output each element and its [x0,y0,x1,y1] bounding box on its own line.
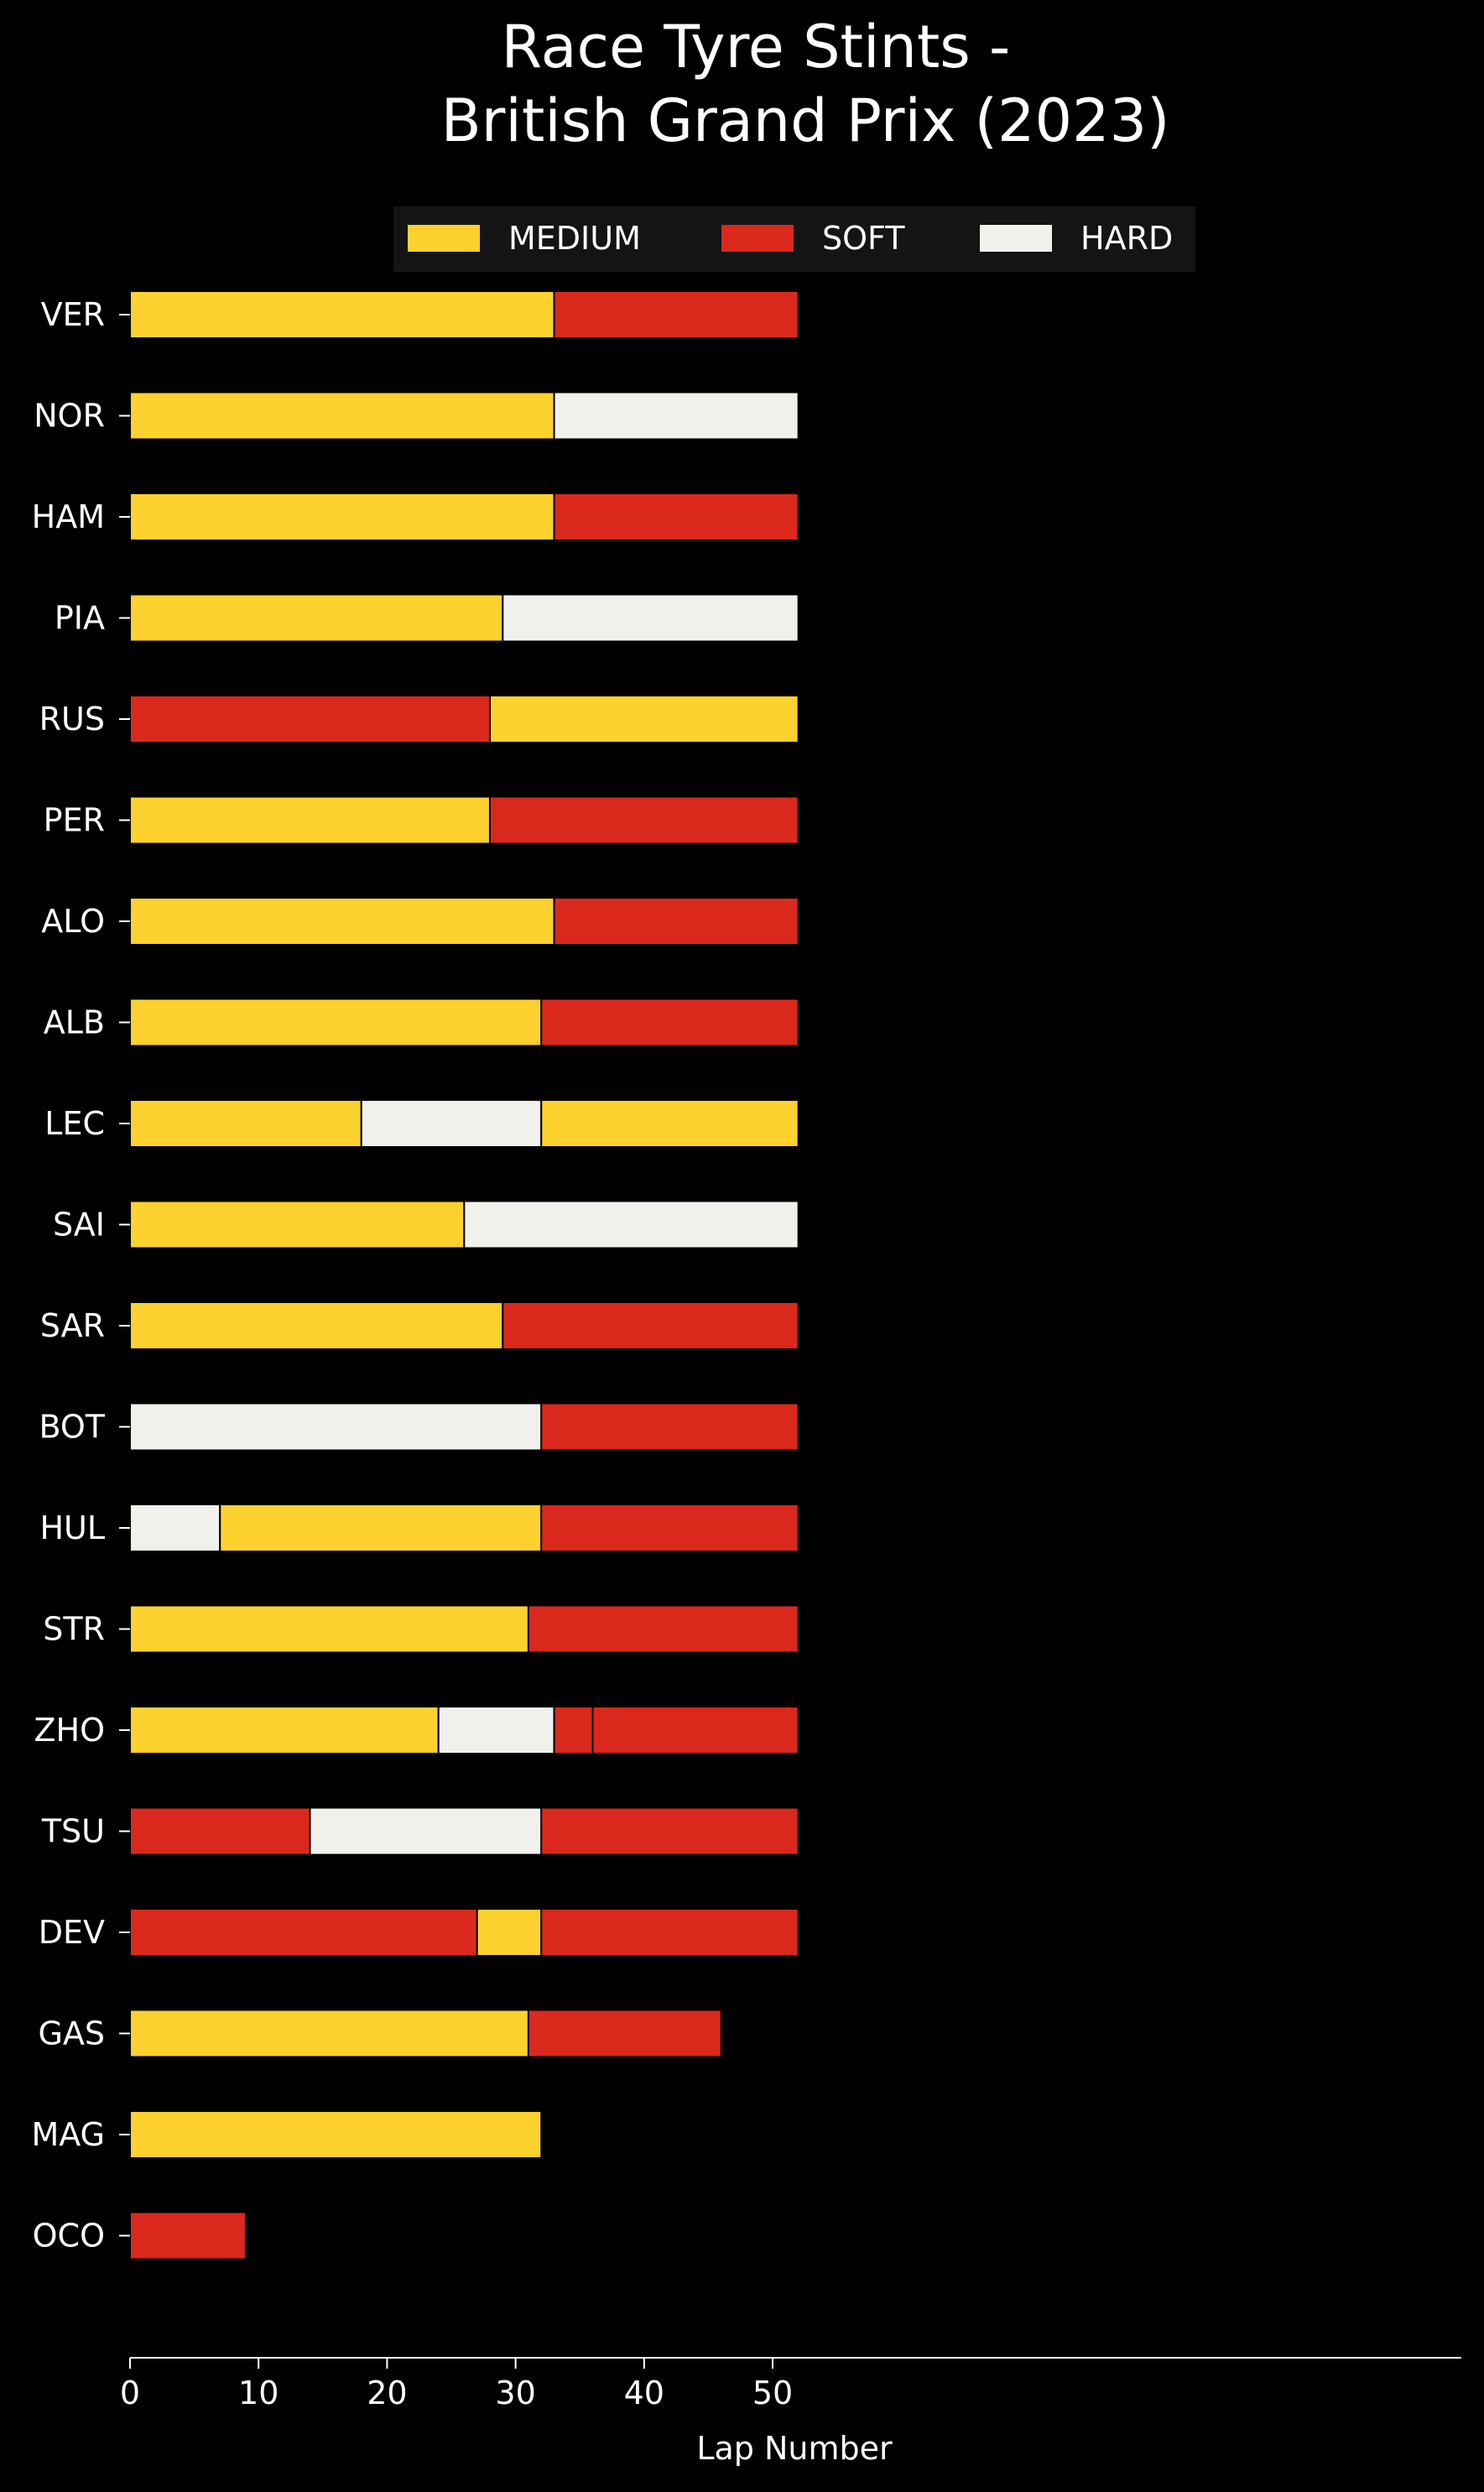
y-tick-label-ham: HAM [32,498,105,535]
y-axis: VER NOR HAM PIA RUS PER ALO ALB LEC SAI SAR BOT HUL S… [31,296,130,2255]
stint-bar-hul-1 [129,1504,221,1552]
x-tick-label-0: 0 [120,2375,140,2411]
x-tick-label-20: 20 [367,2375,407,2411]
x-tick-label-30: 30 [495,2375,535,2411]
stint-bar-per-1 [129,795,491,845]
x-axis-label: Lap Number [696,2430,893,2467]
stint-bar-alo-1 [129,897,555,946]
y-tick-label-tsu: TSU [41,1813,105,1850]
stint-bar-zho-1 [129,1706,440,1754]
y-tick-label-sar: SAR [40,1307,105,1344]
stint-bar-gas-2 [527,2009,722,2058]
stint-bar-ham-1 [129,493,555,541]
stint-bar-bot-2 [540,1402,799,1452]
stint-bar-alb-1 [129,998,543,1047]
stint-bar-ver-1 [129,290,555,339]
stint-bar-dev-3 [540,1908,799,1957]
legend-label-medium: MEDIUM [508,220,641,257]
stint-bar-pia-2 [502,593,799,643]
stint-bar-nor-1 [129,391,555,441]
y-tick-label-nor: NOR [34,398,105,435]
stint-bar-zho-4 [591,1706,799,1754]
legend-box [393,206,1195,272]
stint-bar-gas-1 [129,2009,529,2058]
y-tick-label-dev: DEV [39,1914,105,1951]
stint-bar-zho-3 [553,1706,594,1754]
y-tick-label-pia: PIA [55,600,105,637]
stint-bar-alb-2 [540,998,799,1047]
stint-bar-hul-2 [219,1504,543,1552]
x-tick-label-50: 50 [752,2375,793,2411]
stint-bar-ham-2 [553,493,799,541]
x-axis: 0 10 20 30 40 50 [120,2357,1461,2411]
y-tick-label-gas: GAS [38,2015,105,2052]
stint-bar-oco-1 [129,2211,247,2260]
y-tick-label-hul: HUL [39,1509,105,1546]
stint-bar-mag-1 [129,2110,543,2159]
stint-bar-tsu-3 [540,1806,799,1856]
stint-bar-sar-2 [502,1301,799,1350]
stint-bar-sar-1 [129,1301,504,1350]
legend-label-hard: HARD [1080,220,1173,257]
stint-bar-lec-2 [360,1099,543,1148]
y-tick-label-str: STR [43,1611,105,1648]
stint-bar-dev-1 [129,1908,478,1957]
bars-group [129,290,799,2260]
y-tick-label-ver: VER [41,296,105,333]
x-tick-label-10: 10 [238,2375,279,2411]
stint-bar-hul-3 [540,1504,799,1552]
stint-bar-tsu-1 [129,1806,311,1856]
stint-bar-sai-2 [463,1200,799,1249]
stint-bar-per-2 [488,795,799,845]
chart-title-line-2: British Grand Prix (2023) [441,86,1170,155]
y-tick-label-mag: MAG [31,2116,105,2153]
stint-bar-bot-1 [129,1402,543,1452]
stint-bar-pia-1 [129,593,504,643]
stint-bar-dev-2 [476,1908,543,1957]
y-tick-label-sai: SAI [53,1207,105,1243]
y-tick-label-alb: ALB [44,1004,105,1041]
stint-bar-sai-1 [129,1200,466,1249]
y-tick-label-bot: BOT [39,1409,105,1446]
y-tick-label-per: PER [44,802,105,839]
y-tick-label-oco: OCO [33,2218,105,2255]
stint-bar-rus-1 [129,695,491,743]
stint-bar-str-2 [527,1604,799,1654]
stint-bar-alo-2 [553,897,799,946]
legend-swatch-medium [408,225,480,252]
y-tick-label-lec: LEC [44,1105,105,1142]
stint-bar-str-1 [129,1604,529,1654]
stint-bar-lec-1 [129,1099,362,1148]
legend-swatch-soft [721,225,794,252]
stint-bar-nor-2 [553,391,799,441]
x-tick-label-40: 40 [624,2375,664,2411]
stint-bar-tsu-2 [309,1806,543,1856]
stint-bar-ver-2 [553,290,799,339]
y-tick-label-zho: ZHO [34,1712,105,1749]
y-tick-label-alo: ALO [41,903,105,940]
stint-bar-lec-3 [540,1099,799,1148]
chart-title: Race Tyre Stints - British Grand Prix (2… [441,13,1170,155]
legend-label-soft: SOFT [822,220,905,257]
y-tick-label-rus: RUS [39,701,105,738]
legend: MEDIUM SOFT HARD [393,206,1195,272]
legend-swatch-hard [980,225,1052,252]
chart-title-line-1: Race Tyre Stints - [501,13,1010,81]
stint-bar-rus-2 [488,695,799,743]
stint-bar-zho-2 [437,1706,555,1754]
